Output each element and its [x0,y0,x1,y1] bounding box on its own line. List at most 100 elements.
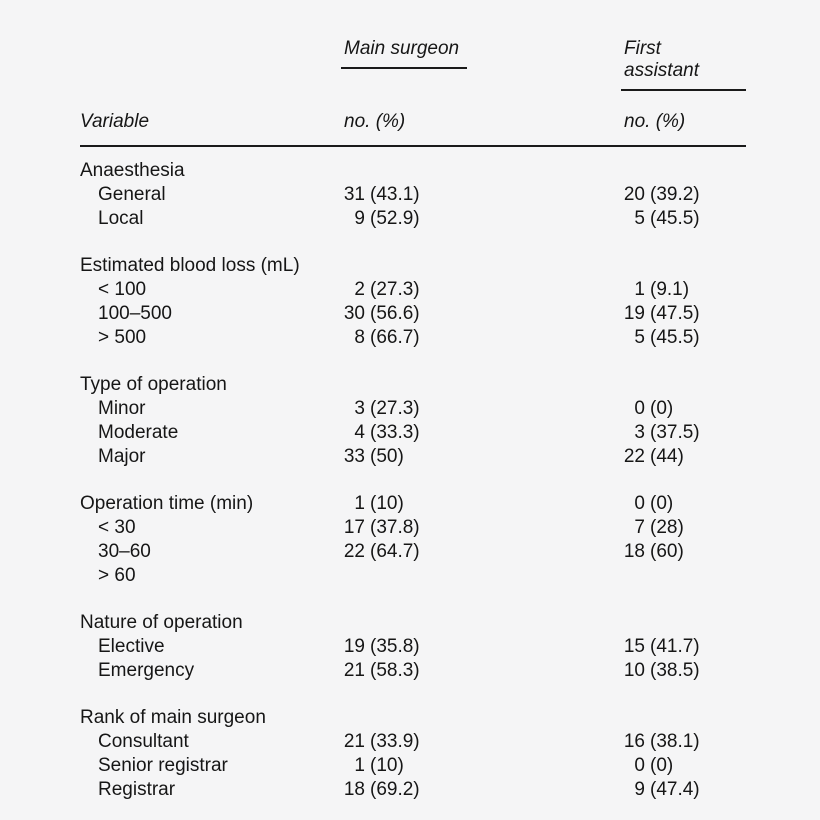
table-row: Local 9 (52.9) 5 (45.5) [80,207,746,231]
first-assistant-value: 18 (60) [621,540,746,564]
first-assistant-value: 5 (45.5) [621,207,746,231]
table-row: Minor 3 (27.3) 0 (0) [80,397,746,421]
table-row: Registrar 18 (69.2) 9 (47.4) [80,778,746,802]
row-label: Emergency [98,660,195,681]
main-surgeon-count: 33 [343,446,365,467]
first-assistant-percent: (0) [650,398,674,419]
row-label: Anaesthesia [80,160,185,181]
first-assistant-percent: (28) [650,517,684,538]
main-surgeon-percent: (10) [370,755,404,776]
table-row: 30–60 22 (64.7) 18 (60) [80,540,746,564]
main-surgeon-value: 9 (52.9) [341,207,621,231]
table-row: Estimated blood loss (mL) [80,254,746,278]
row-label: Consultant [98,731,189,752]
first-assistant-percent: (47.4) [650,779,700,800]
table-row: Anaesthesia [80,159,746,183]
first-assistant-count: 5 [634,327,645,348]
main-surgeon-count: 9 [354,208,365,229]
stats-table: Main surgeon First assistant Variable no… [80,30,746,802]
table-row: > 60 [80,564,746,588]
main-surgeon-percent: (27.3) [370,279,420,300]
main-surgeon-count: 4 [354,422,365,443]
main-surgeon-value: 22 (64.7) [341,540,621,564]
row-label: Estimated blood loss (mL) [80,255,300,276]
table-row: Type of operation [80,373,746,397]
main-surgeon-value: 31 (43.1) [341,183,621,207]
main-surgeon-value: 8 (66.7) [341,326,621,350]
first-assistant-value: 16 (38.1) [621,730,746,754]
table-section: Anaesthesia General 31 (43.1) 20 (39.2) Lo… [80,159,746,231]
table-row: Consultant 21 (33.9) 16 (38.1) [80,730,746,754]
first-assistant-count: 0 [634,398,645,419]
main-surgeon-count: 22 [343,541,365,562]
first-assistant-percent: (0) [650,493,674,514]
first-assistant-count: 9 [634,779,645,800]
main-surgeon-count: 21 [343,731,365,752]
row-label: Major [98,446,146,467]
main-surgeon-count: 30 [343,303,365,324]
row-label: Minor [98,398,146,419]
main-surgeon-count: 1 [354,493,365,514]
main-surgeon-value: 1 (10) [341,492,621,516]
row-label: 30–60 [98,541,151,562]
main-surgeon-value: 21 (33.9) [341,730,621,754]
main-surgeon-count: 19 [343,636,365,657]
main-surgeon-count: 18 [343,779,365,800]
table-section: Rank of main surgeon Consultant 21 (33.9)… [80,706,746,802]
column-title-cell-main-surgeon: Main surgeon [341,38,621,91]
first-assistant-value: 15 (41.7) [621,635,746,659]
table-section: Estimated blood loss (mL) < 100 2 (27.3) … [80,254,746,350]
first-assistant-percent: (39.2) [650,184,700,205]
table-row: Moderate 4 (33.3) 3 (37.5) [80,421,746,445]
first-assistant-value: 0 (0) [621,754,746,778]
table-row: < 100 2 (27.3) 1 (9.1) [80,278,746,302]
table-row: < 30 17 (37.8) 7 (28) [80,516,746,540]
first-assistant-count: 0 [634,755,645,776]
first-assistant-value [621,254,746,278]
first-assistant-count: 0 [634,493,645,514]
table-row: Rank of main surgeon [80,706,746,730]
first-assistant-value [621,564,746,588]
row-label: Operation time (min) [80,493,254,514]
main-surgeon-value: 1 (10) [341,754,621,778]
first-assistant-value [621,611,746,635]
first-assistant-value: 10 (38.5) [621,659,746,683]
first-assistant-column-title: First assistant [621,38,746,91]
first-assistant-value [621,706,746,730]
main-surgeon-column-title: Main surgeon [341,38,468,69]
first-assistant-value [621,159,746,183]
first-assistant-percent: (38.1) [650,731,700,752]
main-surgeon-value: 3 (27.3) [341,397,621,421]
first-assistant-count: 3 [634,422,645,443]
first-assistant-percent: (60) [650,541,684,562]
main-surgeon-value [341,159,621,183]
table-subheader-row: Variable no. (%) no. (%) [80,91,746,147]
main-surgeon-value [341,611,621,635]
table-row: Major 33 (50) 22 (44) [80,445,746,469]
first-assistant-count: 1 [634,279,645,300]
row-label: Nature of operation [80,612,243,633]
table-column-titles: Main surgeon First assistant [80,30,746,91]
row-label: Senior registrar [98,755,228,776]
first-assistant-value: 22 (44) [621,445,746,469]
row-label: > 60 [98,565,136,586]
table-row: Elective 19 (35.8) 15 (41.7) [80,635,746,659]
first-assistant-count: 5 [634,208,645,229]
main-surgeon-value: 4 (33.3) [341,421,621,445]
table-section: Type of operation Minor 3 (27.3) 0 (0) Mod… [80,373,746,469]
first-assistant-value: 5 (45.5) [621,326,746,350]
column-title-spacer [80,38,341,91]
first-assistant-percent: (37.5) [650,422,700,443]
table-row: General 31 (43.1) 20 (39.2) [80,183,746,207]
table-row: Nature of operation [80,611,746,635]
main-surgeon-value [341,254,621,278]
main-surgeon-count: 2 [354,279,365,300]
main-surgeon-unit-header: no. (%) [344,111,406,132]
table-section: Nature of operation Elective 19 (35.8) 15… [80,611,746,683]
table-row: 100–500 30 (56.6) 19 (47.5) [80,302,746,326]
main-surgeon-count: 8 [354,327,365,348]
row-label: Rank of main surgeon [80,707,266,728]
table-row: Operation time (min) 1 (10) 0 (0) [80,492,746,516]
first-assistant-count: 18 [623,541,645,562]
table-section: Operation time (min) 1 (10) 0 (0) < 30 17(… [80,492,746,588]
